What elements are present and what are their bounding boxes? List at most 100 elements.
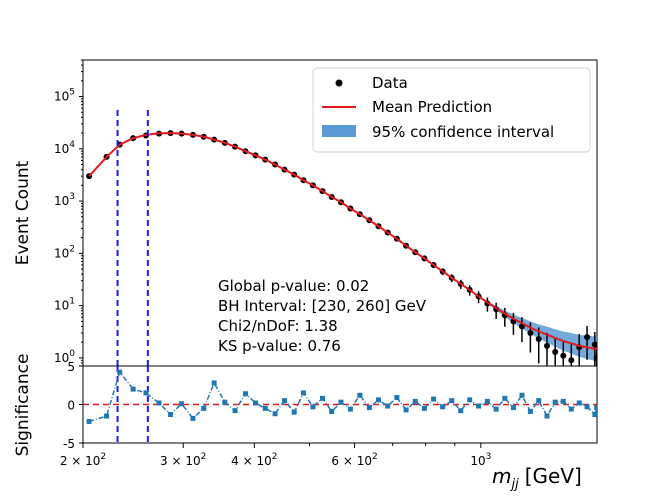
significance-marker xyxy=(560,398,566,404)
significance-marker xyxy=(211,380,217,386)
global-pvalue-text: Global p-value: 0.02 xyxy=(218,277,369,295)
significance-marker xyxy=(412,398,418,404)
significance-marker xyxy=(594,405,597,411)
significance-marker xyxy=(338,399,344,405)
significance-marker xyxy=(253,400,259,406)
significance-y-tick-label: 5 xyxy=(67,360,75,374)
significance-marker xyxy=(310,404,316,410)
x-tick-label: 2 × 102 xyxy=(60,452,106,468)
legend-mean-label: Mean Prediction xyxy=(372,98,492,116)
significance-marker xyxy=(484,398,490,404)
significance-marker xyxy=(190,415,196,421)
data-point xyxy=(544,342,551,349)
x-axis: 2 × 102 3 × 102 4 × 102 6 × 102 103 xyxy=(60,443,491,468)
data-point xyxy=(552,348,559,355)
significance-marker xyxy=(510,405,516,411)
x-axis-label: mjj [GeV] xyxy=(492,464,582,492)
confidence-band xyxy=(89,132,597,362)
legend-ci-patch xyxy=(322,125,356,137)
significance-marker xyxy=(568,406,574,412)
top-content xyxy=(86,110,597,366)
significance-marker xyxy=(467,397,473,403)
y-tick-label: 101 xyxy=(54,297,75,313)
bottom-content xyxy=(83,366,597,443)
significance-marker xyxy=(319,395,325,401)
y-tick-label: 105 xyxy=(54,88,75,104)
legend-box xyxy=(312,67,591,153)
significance-marker xyxy=(476,403,482,409)
significance-marker xyxy=(130,386,136,392)
significance-marker xyxy=(168,412,174,418)
significance-marker xyxy=(536,398,542,404)
significance-marker xyxy=(527,408,533,414)
mean-prediction-line xyxy=(88,132,597,350)
significance-marker xyxy=(385,403,391,409)
legend-data-marker xyxy=(335,79,343,87)
significance-marker xyxy=(201,405,207,411)
significance-marker xyxy=(375,397,381,403)
significance-marker xyxy=(156,400,162,406)
data-points xyxy=(86,130,597,366)
significance-marker xyxy=(262,405,268,411)
significance-marker xyxy=(104,413,110,419)
significance-marker xyxy=(232,408,238,414)
significance-marker xyxy=(357,392,363,398)
significance-marker xyxy=(179,401,185,407)
bottom-y-axis-label: Significance xyxy=(13,354,33,457)
bh-interval-text: BH Interval: [230, 260] GeV xyxy=(218,297,427,315)
data-point xyxy=(584,334,591,341)
significance-marker xyxy=(300,390,306,396)
significance-marker xyxy=(458,408,464,414)
top-y-axis-label: Event Count xyxy=(13,160,33,265)
y-tick-label: 103 xyxy=(54,192,75,208)
x-axis-label-unit: [GeV] xyxy=(525,464,582,488)
y-tick-label: 104 xyxy=(54,140,75,156)
x-axis-label-subscript: jj xyxy=(509,477,519,492)
legend: Data Mean Prediction 95% confidence inte… xyxy=(312,67,591,153)
significance-marker xyxy=(519,392,525,398)
significance-marker xyxy=(440,404,446,410)
data-point xyxy=(560,352,567,359)
y-tick-label: 102 xyxy=(54,244,75,260)
top-y-axis: 100 101 102 103 104 105 xyxy=(54,59,83,367)
ks-pvalue-text: KS p-value: 0.76 xyxy=(218,337,341,355)
chi2-ndof-text: Chi2/nDoF: 1.38 xyxy=(218,317,338,335)
data-point xyxy=(591,341,597,348)
significance-marker xyxy=(493,406,499,412)
significance-marker xyxy=(117,369,123,375)
bottom-y-axis: -5 0 5 xyxy=(63,360,83,451)
significance-marker xyxy=(592,412,597,418)
x-tick-label: 3 × 102 xyxy=(160,452,206,468)
x-tick-label: 4 × 102 xyxy=(231,452,277,468)
significance-marker xyxy=(272,411,278,417)
legend-data-label: Data xyxy=(372,74,408,92)
legend-ci-label: 95% confidence interval xyxy=(372,123,554,141)
significance-y-tick-label: 0 xyxy=(67,399,75,413)
significance-marker xyxy=(584,404,590,410)
significance-marker xyxy=(502,395,508,401)
significance-marker xyxy=(243,391,249,397)
data-point xyxy=(593,354,597,361)
x-axis-label-symbol: m xyxy=(492,464,511,488)
significance-marker xyxy=(291,409,297,415)
significance-marker xyxy=(449,398,455,404)
significance-marker xyxy=(366,405,372,411)
significance-marker xyxy=(394,395,400,401)
significance-marker xyxy=(576,400,582,406)
significance-marker xyxy=(421,405,427,411)
significance-marker xyxy=(347,406,353,412)
significance-marker xyxy=(86,418,92,424)
significance-marker xyxy=(282,398,288,404)
significance-marker xyxy=(544,413,550,419)
significance-marker xyxy=(143,390,149,396)
significance-marker xyxy=(222,399,228,405)
significance-marker xyxy=(431,396,437,402)
y-tick-label: 100 xyxy=(54,349,75,365)
significance-marker xyxy=(403,407,409,413)
data-point xyxy=(568,357,575,364)
data-point xyxy=(527,329,534,336)
significance-marker xyxy=(552,399,558,405)
top-panel: 100 101 102 103 104 105 Event Count Global p-… xyxy=(13,59,598,367)
x-tick-label: 6 × 102 xyxy=(331,452,377,468)
significance-y-tick-label: -5 xyxy=(63,437,75,451)
